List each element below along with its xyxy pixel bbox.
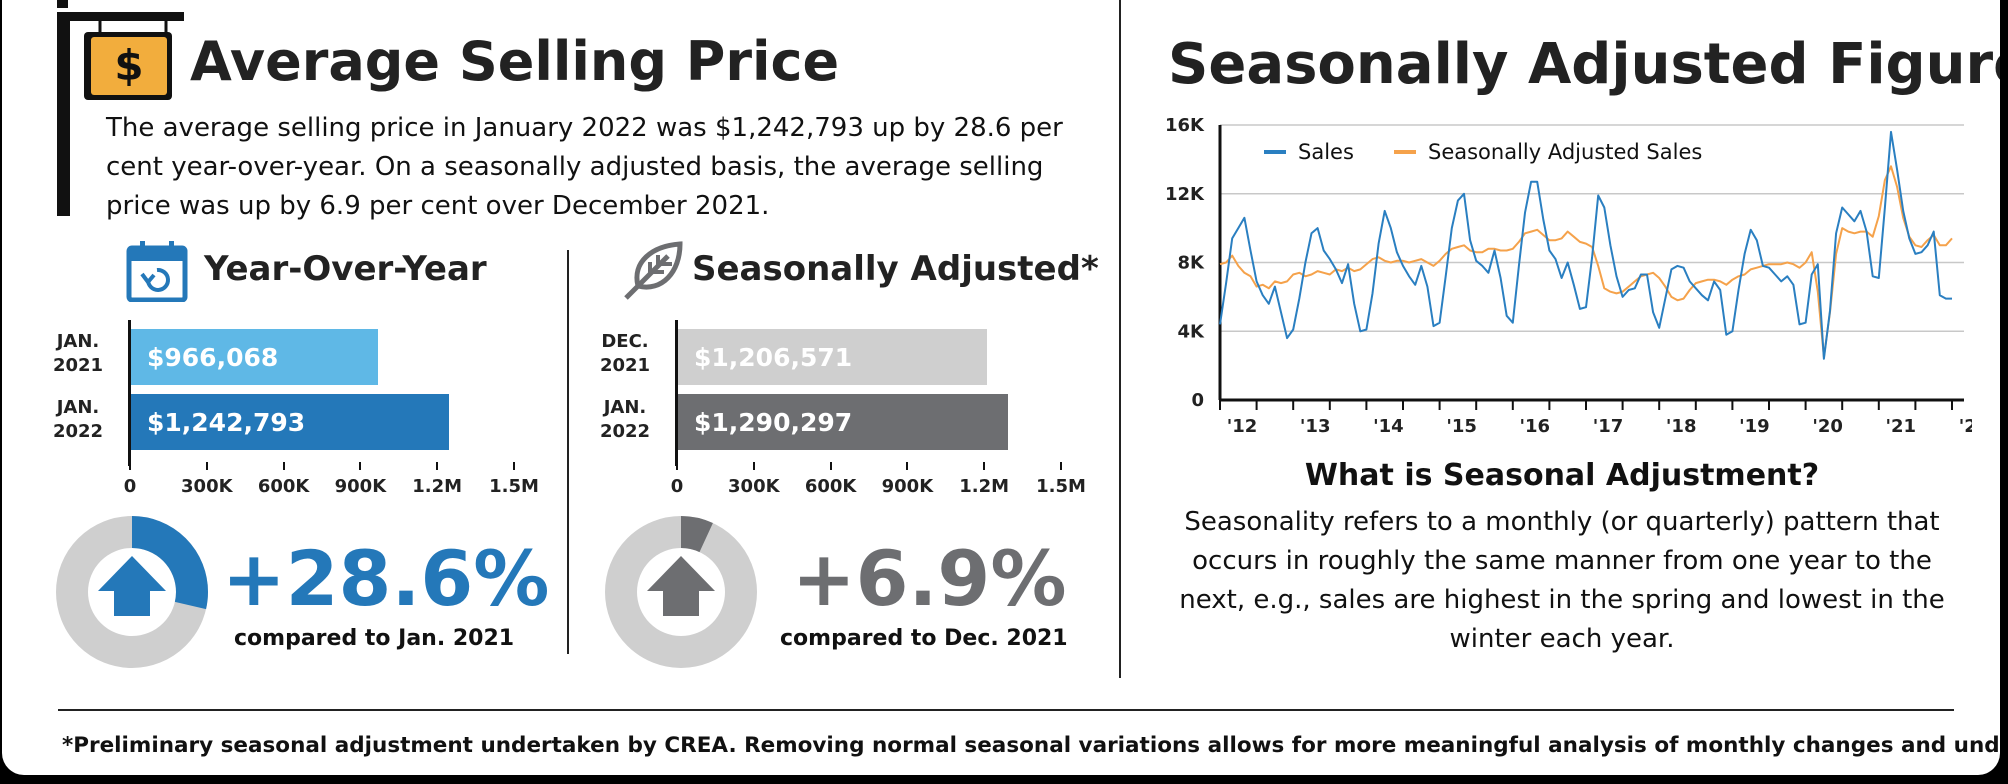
y-tick-label: 16K <box>1165 115 1205 136</box>
x-tick-label: '17 <box>1593 416 1624 437</box>
x-tick-label: '15 <box>1446 416 1477 437</box>
sa-percent: +6.9% <box>792 534 1067 623</box>
y-tick-label: 12K <box>1165 184 1205 205</box>
x-tick-mark <box>513 462 515 470</box>
x-tick-label: '22 <box>1959 416 1972 437</box>
x-tick-label: 1.5M <box>1036 476 1086 497</box>
x-tick-label: 0 <box>123 476 137 497</box>
sa-comparison: compared to Dec. 2021 <box>780 626 1068 651</box>
footer-note: *Preliminary seasonal adjustment underta… <box>62 733 2000 758</box>
x-tick-label: 600K <box>804 476 857 497</box>
left-title: Average Selling Price <box>190 30 840 93</box>
bar-category-label: JAN. 2022 <box>599 397 651 442</box>
bar: $966,068 <box>131 329 379 385</box>
bar-value-label: $1,206,571 <box>694 343 853 372</box>
x-tick-label: 0 <box>670 476 684 497</box>
bar-axis-line <box>128 320 131 466</box>
y-tick-label: 4K <box>1178 321 1206 342</box>
x-tick-mark <box>359 462 362 470</box>
yoy-title: Year-Over-Year <box>204 249 487 289</box>
explainer-text: Seasonality refers to a monthly (or quar… <box>1179 507 1945 654</box>
yoy-donut-gauge <box>56 516 208 668</box>
x-tick-label: '13 <box>1300 416 1331 437</box>
yoy-bar-chart: JAN. 2021 JAN. 2022 $966,068 $1,242,793 … <box>42 312 542 502</box>
bar-category-label: DEC. 2021 <box>599 331 651 376</box>
x-tick-label: 900K <box>881 476 934 497</box>
bar-value-label: $1,242,793 <box>147 408 306 437</box>
x-tick-mark <box>205 462 208 470</box>
seasonal-line-chart: 0 4K 8K 12K 16K '12 '13 '14 '15 '16 '17 '18 '19 '20 '2… <box>1132 110 1989 440</box>
x-tick-label: '20 <box>1812 416 1843 437</box>
sa-donut-gauge <box>605 516 757 668</box>
sa-bar-chart: DEC. 2021 JAN. 2022 $1,206,571 $1,290,29… <box>589 312 1089 502</box>
x-tick-label: '18 <box>1666 416 1697 437</box>
explainer-title: What is Seasonal Adjustment? <box>1304 458 1820 493</box>
sa-title: Seasonally Adjusted* <box>692 249 1099 289</box>
bar-category-label: JAN. 2022 <box>52 397 104 442</box>
yoy-percent: +28.6% <box>222 534 550 623</box>
x-tick-label: 600K <box>257 476 310 497</box>
x-tick-label: '19 <box>1739 416 1770 437</box>
x-tick-mark <box>1060 462 1062 470</box>
series-line-seasonally-adjusted <box>1219 165 1953 358</box>
y-tick-label: 0 <box>1191 390 1204 411</box>
left-divider <box>567 250 569 654</box>
bar-value-label: $1,290,297 <box>694 408 853 437</box>
x-tick-label: 1.2M <box>412 476 463 497</box>
bar: $1,206,571 <box>678 329 987 385</box>
x-tick-label: 1.5M <box>489 476 539 497</box>
calendar-icon <box>126 240 188 303</box>
x-tick-label: '14 <box>1373 416 1404 437</box>
right-title: Seasonally Adjusted Figures <box>1168 32 2000 97</box>
x-tick-mark <box>752 462 755 470</box>
x-tick-label: 300K <box>181 476 233 497</box>
donut-fill <box>56 516 208 668</box>
x-tick-mark <box>129 462 131 470</box>
dollar-sign-glyph: $ <box>114 41 143 90</box>
footer-divider <box>58 709 1954 711</box>
yoy-comparison: compared to Jan. 2021 <box>234 626 515 651</box>
bar: $1,290,297 <box>678 394 1009 450</box>
x-tick-mark <box>829 462 832 470</box>
y-tick-label: 8K <box>1178 253 1206 274</box>
x-tick-label: '12 <box>1227 416 1258 437</box>
section-divider <box>1119 0 1121 678</box>
leaf-icon <box>622 240 686 302</box>
legend-label: Sales <box>1298 140 1354 164</box>
x-tick-label: '21 <box>1886 416 1917 437</box>
sign-post-icon: $ <box>54 0 184 216</box>
x-tick-mark <box>676 462 678 470</box>
bar: $1,242,793 <box>131 394 450 450</box>
x-tick-label: 1.2M <box>959 476 1010 497</box>
x-tick-mark <box>906 462 909 470</box>
donut-fill <box>605 516 757 668</box>
series-line-sales <box>1219 130 1952 360</box>
left-description: The average selling price in January 202… <box>106 113 1063 221</box>
arrow-up-icon <box>647 556 715 616</box>
x-tick-mark <box>983 462 986 470</box>
x-tick-label: 900K <box>334 476 387 497</box>
bar-category-label: JAN. 2021 <box>52 331 104 376</box>
bar-axis-line <box>675 320 678 466</box>
x-tick-mark <box>282 462 285 470</box>
x-tick-label: 300K <box>728 476 780 497</box>
x-tick-mark <box>436 462 439 470</box>
bar-value-label: $966,068 <box>147 343 279 372</box>
x-tick-label: '16 <box>1520 416 1551 437</box>
arrow-up-icon <box>98 556 166 616</box>
legend-label: Seasonally Adjusted Sales <box>1428 140 1702 164</box>
